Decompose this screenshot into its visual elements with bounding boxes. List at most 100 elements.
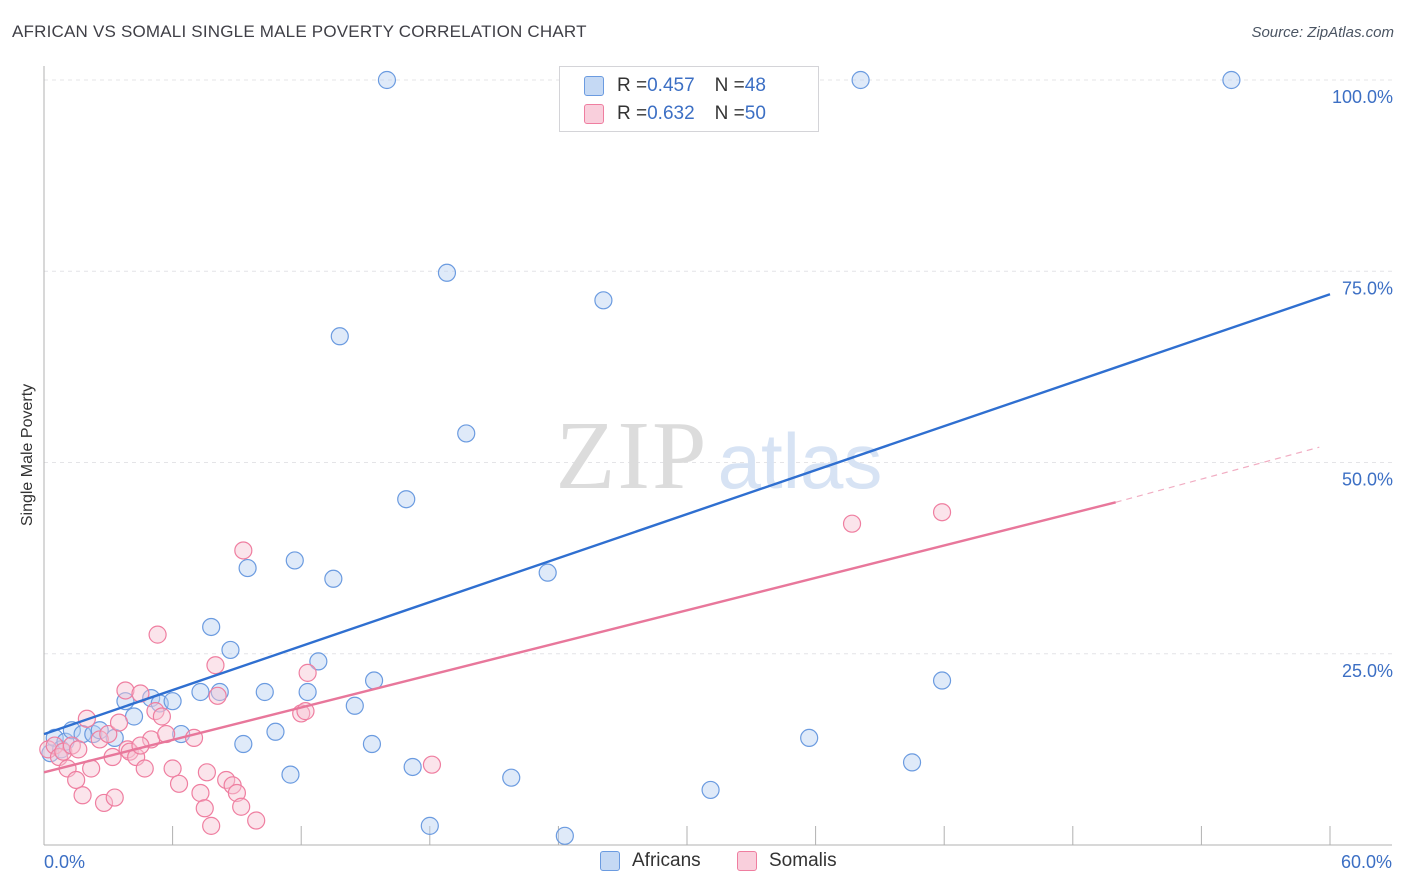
legend-swatch-somalis	[584, 104, 604, 124]
legend-swatch-somalis	[737, 851, 757, 871]
data-point-africans	[163, 692, 182, 711]
axes	[43, 66, 1392, 846]
data-point-somalis	[69, 740, 88, 759]
y-tick-label: 50.0%	[1342, 470, 1393, 490]
y-tick-label: 25.0%	[1342, 661, 1393, 681]
data-point-africans	[285, 551, 304, 570]
data-point-africans	[234, 734, 253, 754]
data-point-africans	[330, 327, 349, 346]
data-point-somalis	[135, 759, 154, 778]
legend-n-label: N =	[714, 103, 745, 124]
data-point-africans	[457, 424, 476, 443]
data-point-somalis	[202, 816, 221, 835]
watermark-zip: ZIP	[556, 402, 709, 510]
data-point-africans	[324, 569, 343, 588]
legend-r-value: 0.457	[647, 75, 695, 96]
data-point-somalis	[298, 663, 317, 682]
source-label: Source: ZipAtlas.com	[1251, 24, 1394, 41]
legend-label-somalis: Somalis	[769, 850, 837, 871]
data-point-africans	[403, 757, 422, 777]
data-point-africans	[202, 617, 221, 637]
trend-line-somalis-extension	[1115, 446, 1320, 503]
data-point-somalis	[73, 786, 92, 805]
data-point-africans	[238, 558, 257, 578]
data-point-somalis	[842, 514, 862, 533]
data-point-africans	[255, 682, 274, 702]
data-point-africans	[309, 652, 328, 671]
legend-r-value: 0.632	[647, 103, 695, 124]
trend-line-africans	[43, 293, 1331, 736]
data-point-africans	[90, 721, 109, 740]
legend-n-value: 48	[744, 75, 766, 96]
chart-title: AFRICAN VS SOMALI SINGLE MALE POVERTY CO…	[12, 22, 587, 41]
data-point-africans	[800, 728, 819, 748]
series-africans	[41, 70, 1241, 845]
data-point-somalis	[105, 788, 124, 807]
correlation-legend: R = 0.457 N = 48 R = 0.632 N = 50	[559, 66, 819, 132]
data-point-somalis	[195, 799, 214, 818]
y-tick-label: 75.0%	[1342, 278, 1393, 298]
data-point-africans	[538, 563, 557, 582]
data-point-somalis	[116, 681, 135, 700]
data-point-africans	[594, 291, 613, 310]
data-point-africans	[191, 682, 210, 702]
data-point-somalis	[152, 707, 171, 726]
legend-item-somalis[interactable]: Somalis	[737, 850, 837, 872]
y-tick-labels: 25.0% 50.0% 75.0% 100.0%	[1332, 87, 1393, 681]
legend-item-africans[interactable]: Africans	[600, 850, 701, 872]
data-point-somalis	[90, 730, 109, 749]
data-point-africans	[281, 765, 300, 784]
x-tick-label-min: 0.0%	[44, 852, 86, 872]
legend-swatch-africans	[600, 851, 620, 871]
data-point-somalis	[247, 811, 266, 830]
data-point-africans	[420, 816, 439, 835]
data-point-somalis	[208, 686, 227, 705]
legend-row-africans: R = 0.457 N = 48	[584, 73, 766, 99]
x-tick-label-max: 60.0%	[1340, 852, 1392, 872]
legend-swatch-africans	[584, 76, 604, 96]
legend-r-label: R =	[617, 75, 648, 96]
legend-n-label: N =	[714, 75, 745, 96]
legend-n-value: 50	[744, 103, 766, 124]
data-point-africans	[555, 826, 574, 845]
legend-label-africans: Africans	[632, 850, 701, 871]
trend-lines	[43, 293, 1331, 774]
data-point-africans	[932, 671, 952, 690]
data-point-africans	[437, 263, 457, 282]
data-point-somalis	[191, 783, 210, 803]
data-point-somalis	[163, 759, 182, 778]
data-point-africans	[902, 753, 922, 772]
trend-line-somalis	[43, 501, 1116, 774]
data-point-somalis	[206, 656, 225, 675]
data-point-somalis	[197, 763, 216, 782]
data-point-somalis	[109, 713, 129, 732]
data-point-somalis	[99, 724, 118, 744]
data-point-africans	[266, 722, 285, 741]
legend-r-label: R =	[617, 103, 648, 124]
data-point-africans	[851, 70, 870, 90]
data-point-africans	[502, 768, 521, 787]
watermark-atlas: atlas	[718, 417, 883, 505]
data-point-somalis	[67, 770, 86, 790]
data-point-africans	[345, 696, 364, 715]
data-point-somalis	[234, 541, 253, 560]
data-point-africans	[397, 490, 416, 509]
data-point-somalis	[94, 793, 114, 813]
gridlines	[44, 79, 1392, 655]
data-point-somalis	[148, 625, 167, 644]
data-point-africans	[362, 734, 382, 754]
data-point-somalis	[932, 503, 952, 522]
data-point-africans	[221, 640, 240, 660]
data-point-africans	[377, 70, 397, 90]
series-legend: Africans Somalis	[0, 850, 1406, 880]
data-point-africans	[701, 780, 720, 800]
watermark: ZIP atlas	[556, 402, 883, 510]
data-point-somalis	[169, 774, 189, 793]
data-point-somalis	[422, 755, 442, 774]
data-point-somalis	[232, 797, 251, 816]
y-tick-label: 100.0%	[1332, 87, 1393, 107]
data-point-africans	[298, 682, 317, 702]
data-point-somalis	[227, 783, 246, 803]
data-point-africans	[1222, 70, 1241, 90]
